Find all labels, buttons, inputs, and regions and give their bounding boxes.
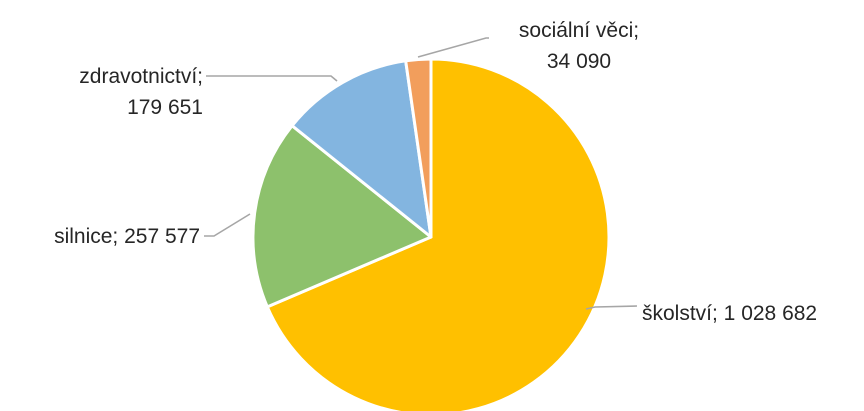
data-label-2: silnice; 257 577 [54,225,200,248]
leader-line-1 [585,305,638,310]
pie-slice-3 [290,59,433,239]
leader-lines [204,37,638,310]
data-label-line: silnice; 257 577 [54,225,200,248]
data-label-line: 34 090 [547,50,611,73]
leader-line-3 [206,75,338,82]
leader-line-2 [204,213,251,237]
data-label-4: sociální věci; 34 090 [519,19,639,73]
pie-slice-1 [265,57,611,411]
data-label-3: zdravotnictví; 179 651 [79,65,203,119]
data-labels: školství; 1 028 682 silnice; 257 577 zdrav… [54,19,817,325]
data-label-line: 179 651 [127,96,203,119]
data-label-line: školství; 1 028 682 [642,302,817,325]
pie-slice-2 [251,124,433,309]
data-label-1: školství; 1 028 682 [642,302,817,325]
data-label-line: zdravotnictví; [79,65,203,88]
data-label-line: sociální věci; [519,19,639,42]
leader-line-4 [417,37,489,58]
pie-slice-4 [404,57,433,239]
pie-slices [251,57,611,411]
